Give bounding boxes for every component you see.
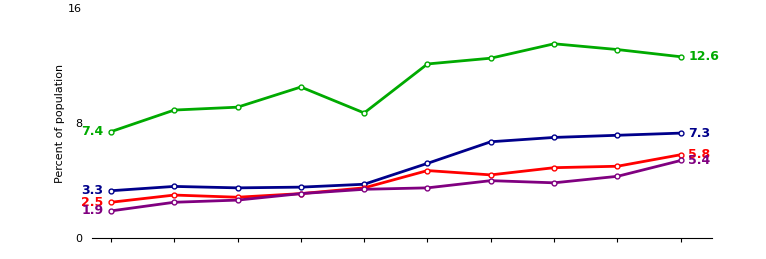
Text: 7.4: 7.4 — [81, 125, 103, 138]
Text: 5.4: 5.4 — [689, 154, 711, 167]
Text: 2.5: 2.5 — [81, 196, 103, 209]
Text: 7.3: 7.3 — [689, 127, 710, 140]
Text: 12.6: 12.6 — [689, 50, 719, 63]
Y-axis label: Percent of population: Percent of population — [55, 63, 65, 183]
Text: 3.3: 3.3 — [81, 184, 103, 197]
Text: 5.8: 5.8 — [689, 148, 710, 161]
Text: 1.9: 1.9 — [81, 204, 103, 217]
